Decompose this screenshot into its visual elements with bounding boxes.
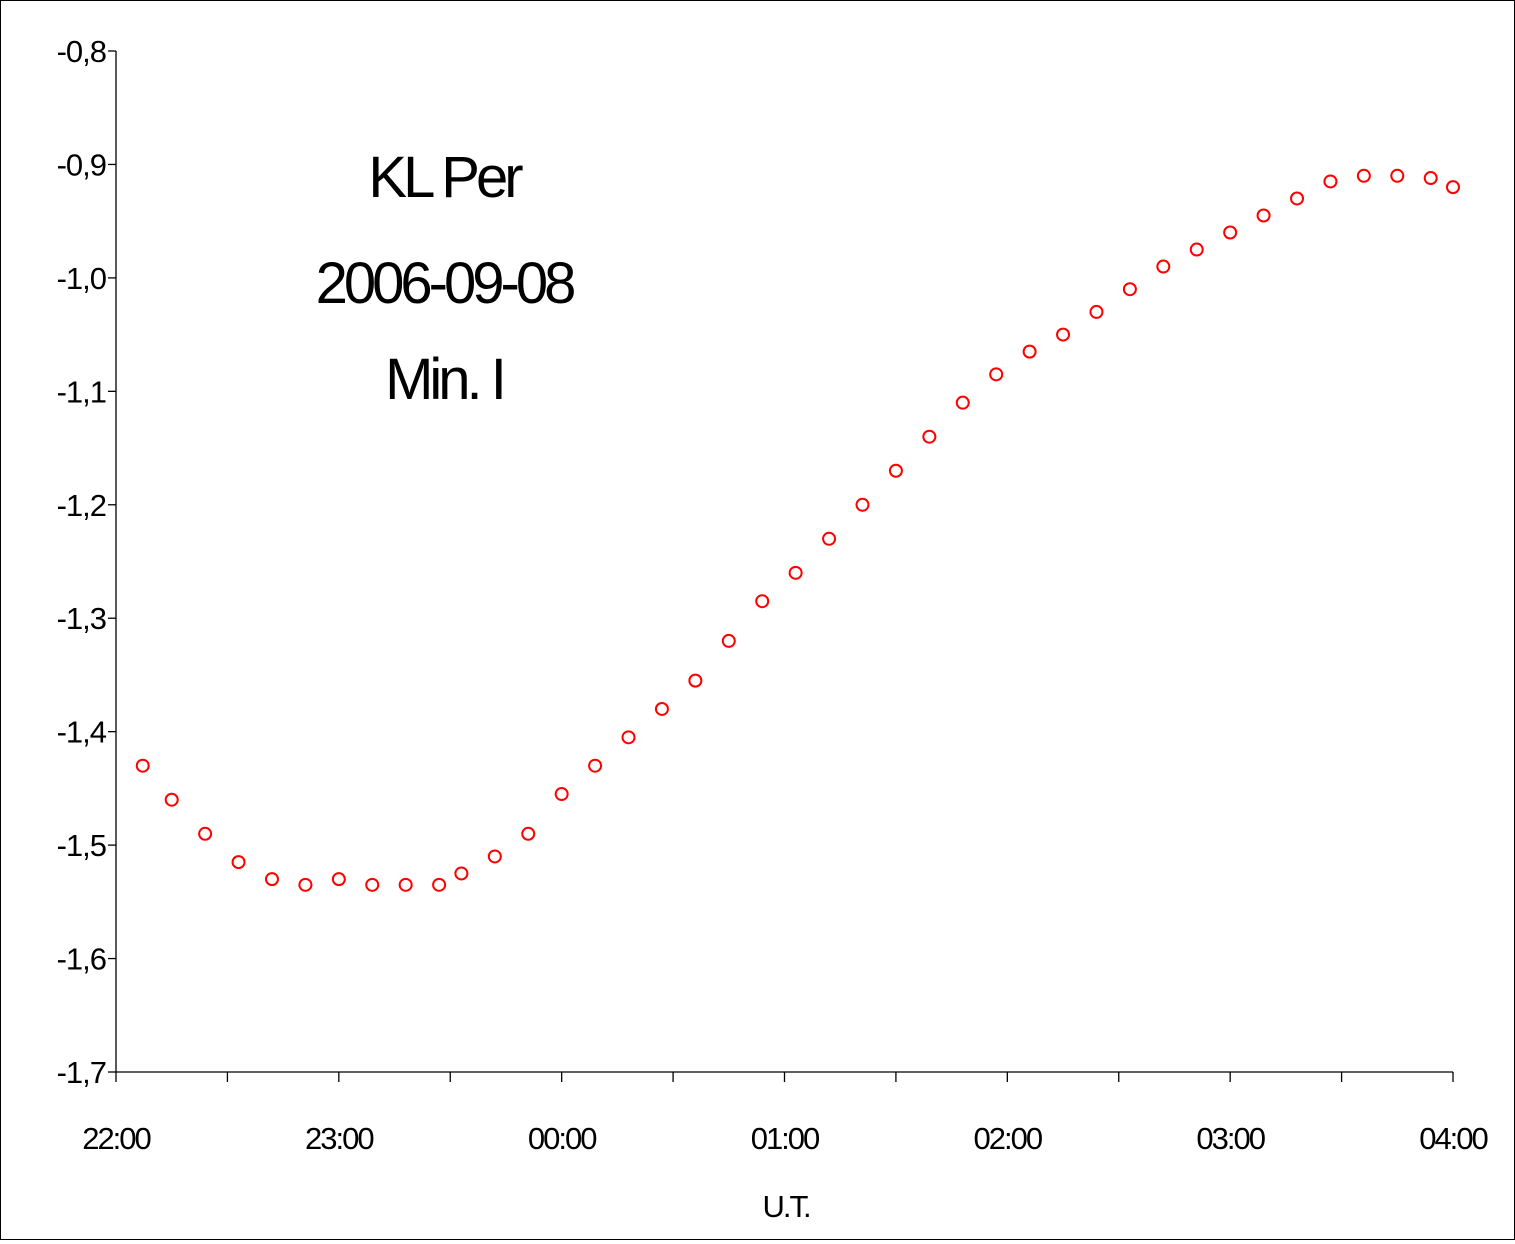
data-point <box>1423 171 1438 186</box>
y-tick-label: -1,5 <box>57 828 106 863</box>
data-point <box>1189 242 1204 257</box>
annotation-minimum: Min. I <box>385 347 503 412</box>
y-tick-label: -0,8 <box>57 34 106 69</box>
y-tick-label: -1,7 <box>57 1055 106 1090</box>
plot-area <box>135 168 1460 892</box>
data-point <box>654 701 669 716</box>
x-axis-title: U.T. <box>762 1189 809 1224</box>
data-point <box>1223 225 1238 240</box>
data-point <box>788 565 803 580</box>
y-tick-label: -1,0 <box>57 261 107 296</box>
annotation-date: 2006-09-08 <box>316 251 574 316</box>
data-point <box>164 792 179 807</box>
data-point <box>365 877 380 892</box>
x-tick-label: 00:00 <box>528 1121 597 1156</box>
data-point <box>989 367 1004 382</box>
data-point <box>855 497 870 512</box>
y-tick-label: -0,9 <box>57 147 106 182</box>
y-tick-label: -1,1 <box>57 374 106 409</box>
data-point <box>454 866 469 881</box>
y-tick-label: -1,3 <box>57 601 106 636</box>
data-point <box>755 594 770 609</box>
data-point <box>822 531 837 546</box>
data-point <box>688 673 703 688</box>
data-point <box>1290 191 1305 206</box>
data-point <box>554 787 569 802</box>
data-point <box>922 429 937 444</box>
x-tick-label: 04:00 <box>1419 1121 1488 1156</box>
data-point <box>1089 304 1104 319</box>
data-point <box>432 877 447 892</box>
data-point <box>1256 208 1271 223</box>
data-point <box>1446 180 1460 195</box>
data-point <box>521 826 536 841</box>
annotation-object-name: KL Per <box>368 145 523 210</box>
data-point <box>1323 174 1338 189</box>
data-point <box>621 730 636 745</box>
y-tick-label: -1,4 <box>57 715 107 750</box>
y-axis: -0,8 -0,9 -1,0 -1,1 -1,2 -1,3 -1,4 -1,5 -1,6 -1,7 <box>57 34 117 1090</box>
chart-annotation: KL Per 2006-09-08 Min. I <box>316 145 578 412</box>
data-point <box>298 877 313 892</box>
data-point <box>264 872 279 887</box>
data-point <box>1356 168 1371 183</box>
y-tick-label: -1,2 <box>57 488 106 523</box>
data-point <box>955 395 970 410</box>
data-point <box>331 872 346 887</box>
data-point <box>135 758 150 773</box>
x-tick-label: 23:00 <box>305 1121 374 1156</box>
data-point <box>721 633 736 648</box>
y-tick-label: -1,6 <box>57 942 106 977</box>
data-point <box>198 826 213 841</box>
data-point <box>888 463 903 478</box>
x-tick-label: 01:00 <box>751 1121 820 1156</box>
x-tick-label: 03:00 <box>1196 1121 1265 1156</box>
data-point <box>398 877 413 892</box>
data-point <box>487 849 502 864</box>
data-point <box>1056 327 1071 342</box>
data-point <box>588 758 603 773</box>
data-point <box>1156 259 1171 274</box>
x-tick-label: 22:00 <box>82 1121 151 1156</box>
data-point <box>1390 168 1405 183</box>
x-axis: 22:00 23:00 00:00 01:00 02:00 03:00 04:00 <box>82 1071 1491 1156</box>
data-point <box>1022 344 1037 359</box>
x-tick-label: 02:00 <box>974 1121 1043 1156</box>
data-point <box>1122 282 1137 297</box>
data-point <box>231 855 246 870</box>
